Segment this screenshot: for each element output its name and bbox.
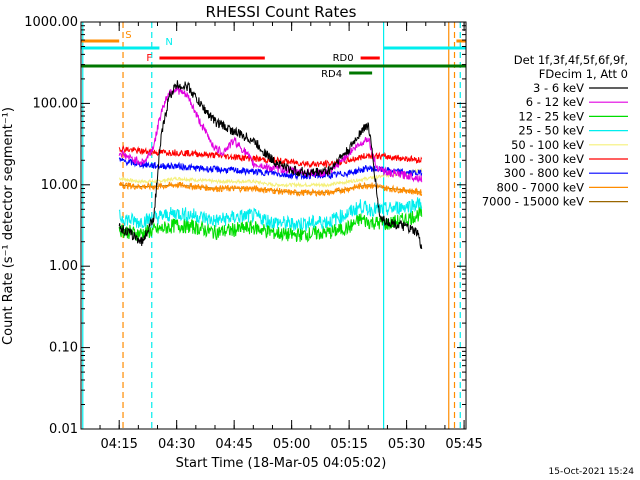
state-bar-label: RD0: [333, 53, 354, 64]
x-axis: 04:15 04:30 04:45 05:00 05:15 05:30 05:45: [99, 22, 483, 452]
y-tick-label: 0.10: [49, 341, 78, 356]
legend-entry-label: 7000 - 15000 keV: [482, 195, 584, 209]
series-line: [119, 167, 423, 189]
x-tick-label: 05:30: [388, 437, 425, 452]
legend-entry-label: 300 - 800 keV: [504, 166, 584, 180]
x-tick-label: 05:45: [445, 437, 482, 452]
plot-area: S N F RD0 RD4: [81, 22, 466, 429]
legend-entry-label: 3 - 6 keV: [533, 81, 584, 95]
legend-header-1: Det 1f,3f,4f,5f,6f,9f,: [514, 53, 628, 67]
legend-entry-label: 25 - 50 keV: [518, 124, 584, 138]
state-bar-label: S: [125, 30, 131, 41]
series-line: [118, 197, 423, 232]
x-tick-label: 04:30: [158, 437, 195, 452]
legend-entry-label: 50 - 100 keV: [511, 138, 584, 152]
series-line: [118, 80, 423, 250]
y-tick-label: 100.00: [33, 96, 79, 111]
y-tick-label: 1.00: [49, 259, 78, 274]
plot-frame: [80, 21, 467, 430]
y-axis: 0.01 0.10 1.00 10.00 100.00 1000.00: [24, 15, 466, 437]
series-line: [118, 181, 423, 197]
legend-header-2: FDecim 1, Att 0: [539, 67, 628, 81]
legend: Det 1f,3f,4f,5f,6f,9f, FDecim 1, Att 0 3…: [482, 53, 628, 209]
attenuator-state-bars: S N F RD0 RD4: [81, 30, 466, 80]
legend-entry-label: 12 - 25 keV: [518, 109, 584, 123]
x-tick-label: 04:15: [100, 437, 137, 452]
chart-title: RHESSI Count Rates: [206, 3, 357, 21]
series-line: [118, 156, 423, 181]
x-tick-label: 05:00: [273, 437, 310, 452]
series-lines: [118, 80, 423, 250]
legend-entry-label: 6 - 12 keV: [526, 95, 584, 109]
x-axis-label: Start Time (18-Mar-05 04:05:02): [176, 456, 387, 471]
y-tick-label: 0.01: [49, 422, 78, 437]
y-tick-label: 10.00: [41, 178, 78, 193]
legend-entry-label: 800 - 7000 keV: [496, 180, 584, 194]
timestamp: 15-Oct-2021 15:24: [549, 467, 635, 477]
y-tick-label: 1000.00: [24, 15, 78, 30]
x-tick-label: 04:45: [215, 437, 252, 452]
x-tick-label: 05:15: [330, 437, 367, 452]
state-bar-label: F: [146, 53, 152, 64]
state-bar-label: N: [165, 37, 172, 48]
state-bar-label: RD4: [321, 69, 342, 80]
y-axis-label: Count Rate (s⁻¹ detector segment⁻¹): [1, 107, 16, 345]
legend-entry-label: 100 - 300 keV: [504, 152, 584, 166]
series-line: [118, 205, 423, 243]
